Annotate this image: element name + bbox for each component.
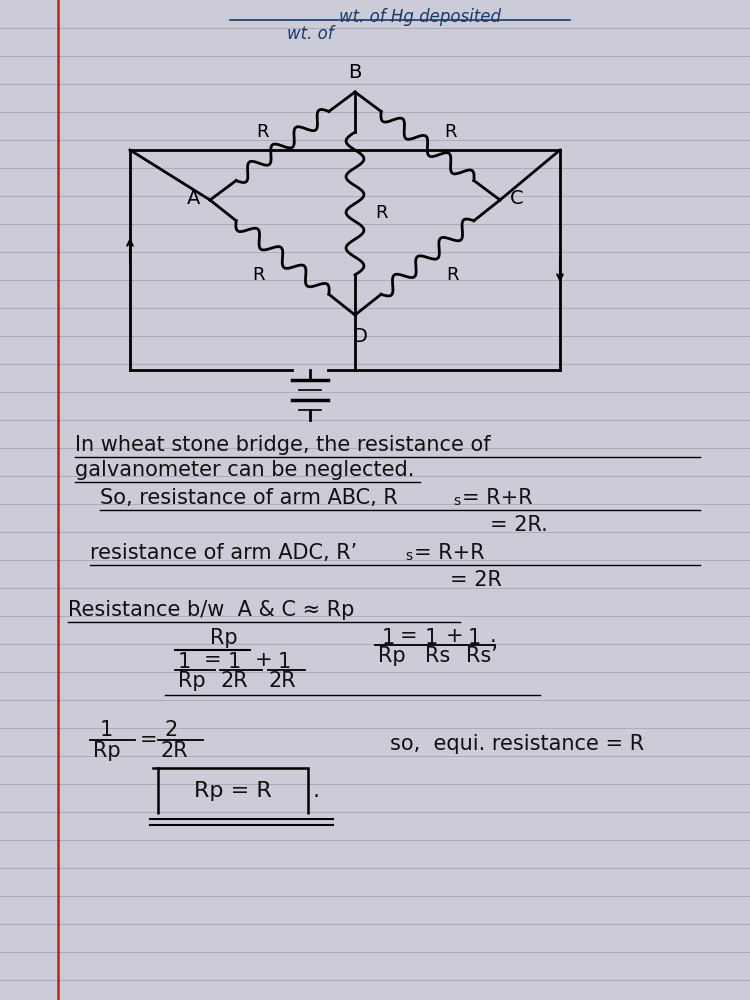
Text: Rp: Rp [210, 628, 238, 648]
Text: Rp = R: Rp = R [194, 781, 272, 801]
Text: D: D [352, 327, 368, 346]
Text: Rs: Rs [425, 646, 450, 666]
Text: = R+R: = R+R [414, 543, 485, 563]
Text: wt. of Hg deposited: wt. of Hg deposited [339, 8, 501, 26]
Text: Rs’: Rs’ [466, 646, 498, 666]
Text: 1: 1 [178, 652, 191, 672]
Text: R: R [256, 123, 268, 141]
Text: 2R: 2R [220, 671, 248, 691]
Text: so,  equi. resistance = R: so, equi. resistance = R [390, 734, 644, 754]
Text: 1: 1 [100, 720, 113, 740]
Text: .: . [313, 781, 320, 801]
Text: A: A [187, 188, 200, 208]
Text: =: = [400, 626, 418, 646]
Text: R: R [446, 266, 458, 284]
Text: +: + [446, 626, 464, 646]
Text: =: = [140, 730, 158, 750]
Text: R: R [444, 123, 456, 141]
Text: 1: 1 [382, 628, 395, 648]
Text: galvanometer can be neglected.: galvanometer can be neglected. [75, 460, 414, 480]
Text: wt. of: wt. of [286, 25, 333, 43]
Text: s: s [453, 494, 460, 508]
Text: B: B [348, 63, 361, 82]
Text: 1: 1 [425, 628, 438, 648]
Text: 1: 1 [468, 628, 482, 648]
Text: = R+R: = R+R [462, 488, 532, 508]
Text: R: R [252, 266, 264, 284]
Text: In wheat stone bridge, the resistance of: In wheat stone bridge, the resistance of [75, 435, 491, 455]
Text: s: s [405, 549, 412, 563]
Text: So, resistance of arm ABC, R: So, resistance of arm ABC, R [100, 488, 398, 508]
Text: C: C [510, 188, 524, 208]
Text: 1: 1 [278, 652, 291, 672]
Text: 2: 2 [165, 720, 178, 740]
Text: = 2R.: = 2R. [490, 515, 548, 535]
Text: =: = [204, 650, 222, 670]
Text: 2R: 2R [268, 671, 296, 691]
Text: 2R: 2R [160, 741, 188, 761]
Text: resistance of arm ADC, R’: resistance of arm ADC, R’ [90, 543, 357, 563]
Text: Rp: Rp [378, 646, 406, 666]
Text: Resistance b/w  A & C ≈ Rp: Resistance b/w A & C ≈ Rp [68, 600, 354, 620]
Text: Rp: Rp [178, 671, 206, 691]
Text: +: + [255, 650, 273, 670]
Text: Rp: Rp [93, 741, 121, 761]
Text: = 2R: = 2R [450, 570, 502, 590]
Text: 1: 1 [228, 652, 242, 672]
Text: R: R [375, 204, 388, 222]
Text: .: . [490, 626, 496, 646]
